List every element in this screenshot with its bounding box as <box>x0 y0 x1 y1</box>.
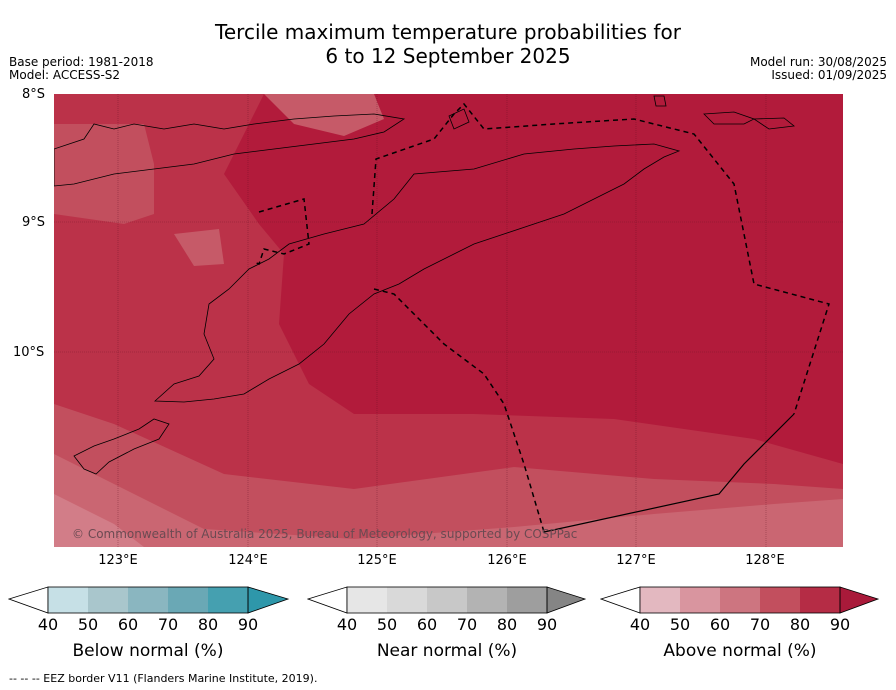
cb-below-title: Below normal (%) <box>72 641 224 661</box>
colorbar-above-40 <box>640 587 680 613</box>
cb-near-tick-70: 70 <box>456 615 478 634</box>
colorbar-above-high-arrow <box>839 586 880 614</box>
cb-above-tick-50: 50 <box>669 615 691 634</box>
cb-above-tick-40: 40 <box>629 615 651 634</box>
colorbar-below-80 <box>208 587 248 613</box>
field-70-nw <box>54 124 154 224</box>
colorbar-near-80 <box>507 587 547 613</box>
cb-below-tick-80: 80 <box>197 615 219 634</box>
cb-below-tick-70: 70 <box>157 615 179 634</box>
cb-below-tick-60: 60 <box>117 615 139 634</box>
colorbar-above <box>600 586 880 614</box>
copyright-note: © Commonwealth of Australia 2025, Bureau… <box>72 527 578 541</box>
colorbar-above-low-arrow <box>600 586 641 614</box>
probability-map <box>54 94 843 547</box>
colorbar-below-60 <box>128 587 168 613</box>
colorbar-below <box>8 586 290 614</box>
issued-date: Issued: 01/09/2025 <box>771 68 887 82</box>
colorbar-above-60 <box>720 587 760 613</box>
field-70 <box>54 404 843 547</box>
colorbar-below-high-arrow <box>247 586 290 614</box>
field-50-sw <box>54 494 144 547</box>
field-70-north <box>264 94 384 136</box>
colorbar-near-high-arrow <box>546 586 587 614</box>
rote-coastline <box>73 418 170 475</box>
map-title: Tercile maximum temperature probabilitie… <box>0 20 896 68</box>
colorbar-near-low-arrow <box>307 586 348 614</box>
colorbar-near <box>307 586 587 614</box>
coastlines <box>54 95 795 475</box>
timor-coastline <box>153 143 681 403</box>
base-period: Base period: 1981-2018 <box>9 55 154 69</box>
lon-label-127e: 127°E <box>616 553 656 568</box>
north-island-d <box>448 108 470 130</box>
north-islands-coastline <box>54 113 406 187</box>
lat-label-8s: 8°S <box>22 87 46 102</box>
meta-left: Base period: 1981-2018 Model: ACCESS-S2 <box>9 56 154 82</box>
colorbar-below-low-arrow <box>8 586 49 614</box>
field-80 <box>54 94 843 547</box>
cb-near-tick-40: 40 <box>336 615 358 634</box>
lon-label-125e: 125°E <box>357 553 397 568</box>
field-70-patch <box>174 229 224 266</box>
cb-below-tick-50: 50 <box>77 615 99 634</box>
eez-west <box>253 198 310 265</box>
cb-below-tick-40: 40 <box>37 615 59 634</box>
cb-near-tick-90: 90 <box>536 615 558 634</box>
cb-near-tick-60: 60 <box>416 615 438 634</box>
colorbar-near-70 <box>467 587 507 613</box>
cb-near-tick-80: 80 <box>496 615 518 634</box>
cb-above-tick-70: 70 <box>749 615 771 634</box>
model-run: Model run: 30/08/2025 <box>749 55 887 69</box>
east-island-b <box>752 117 795 130</box>
colorbar-above-70 <box>760 587 800 613</box>
colorbar-near-50 <box>387 587 427 613</box>
east-island-c <box>653 95 667 107</box>
colorbar-above-80 <box>800 587 840 613</box>
cb-near-title: Near normal (%) <box>376 641 518 661</box>
lat-label-10s: 10°S <box>13 345 45 360</box>
lon-label-128e: 128°E <box>745 553 785 568</box>
lat-label-9s: 9°S <box>22 215 46 230</box>
colorbar-above-50 <box>680 587 720 613</box>
colorbar-near-40 <box>347 587 387 613</box>
cb-above-tick-90: 90 <box>829 615 851 634</box>
title-line-2: 6 to 12 September 2025 <box>325 44 571 68</box>
cb-above-tick-80: 80 <box>789 615 811 634</box>
colorbar-below-70 <box>168 587 208 613</box>
meta-right: Model run: 30/08/2025 Issued: 01/09/2025 <box>750 56 887 82</box>
cb-above-tick-60: 60 <box>709 615 731 634</box>
colorbar-below-50 <box>88 587 128 613</box>
lon-label-123e: 123°E <box>98 553 138 568</box>
eez-borders <box>253 102 830 533</box>
eez-solid-border <box>543 413 795 533</box>
eez-east <box>371 102 830 415</box>
colorbar-below-40 <box>48 587 88 613</box>
field-60 <box>54 454 843 547</box>
colorbar-near-60 <box>427 587 467 613</box>
lon-label-124e: 124°E <box>228 553 268 568</box>
model-name: Model: ACCESS-S2 <box>9 68 121 82</box>
gridlines <box>54 94 843 547</box>
cb-below-tick-90: 90 <box>237 615 259 634</box>
cb-above-title: Above normal (%) <box>663 641 817 661</box>
eez-footnote: -- -- -- EEZ border V11 (Flanders Marine… <box>9 672 318 685</box>
cb-near-tick-50: 50 <box>376 615 398 634</box>
lon-label-126e: 126°E <box>487 553 527 568</box>
east-island-a <box>703 111 756 125</box>
title-line-1: Tercile maximum temperature probabilitie… <box>215 20 681 44</box>
